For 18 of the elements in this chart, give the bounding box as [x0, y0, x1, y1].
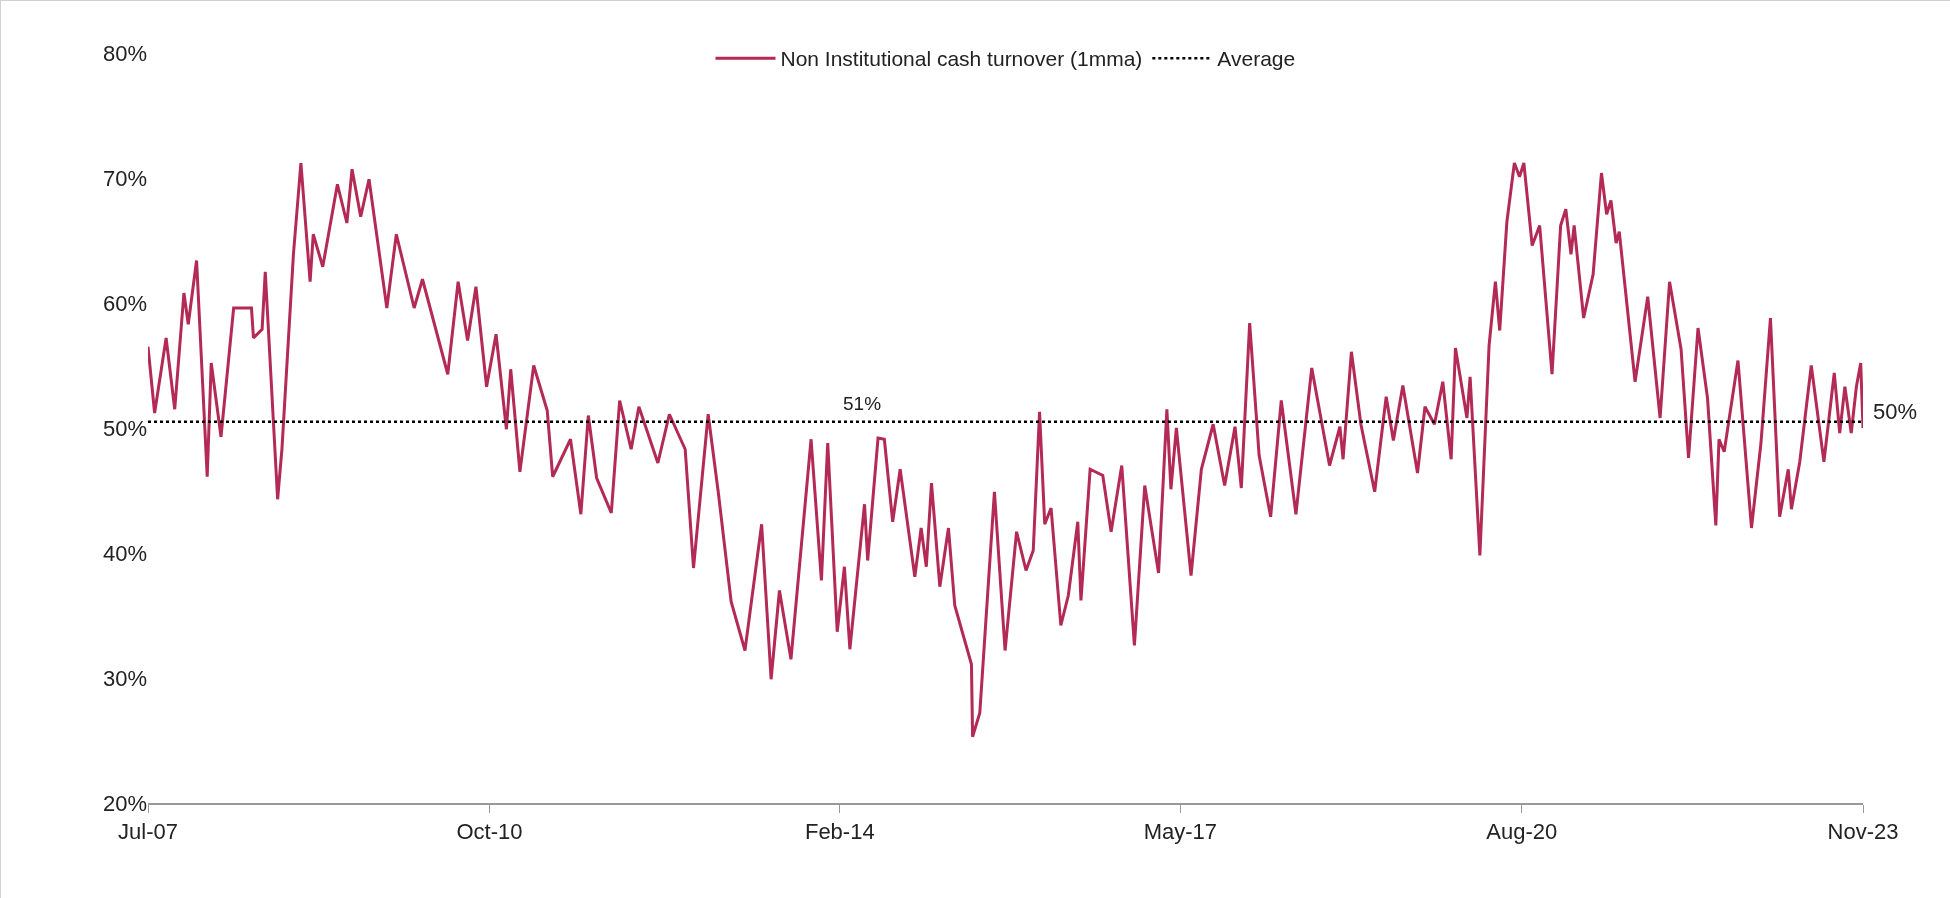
- y-tick-label: 40%: [102, 540, 147, 566]
- x-tick-label: May-17: [1143, 819, 1218, 845]
- y-tick-label: 20%: [102, 790, 147, 816]
- y-tick-label: 70%: [102, 165, 147, 191]
- annotation: 51%: [843, 393, 882, 414]
- legend-label: Average: [1217, 47, 1296, 71]
- x-tick-label: Oct-10: [456, 819, 523, 845]
- x-tick-label: Jul-07: [118, 819, 178, 845]
- annotation: 50%: [1873, 399, 1918, 424]
- legend-label: Non Institutional cash turnover (1mma): [780, 47, 1143, 71]
- y-tick-label: 30%: [102, 665, 147, 691]
- y-tick-label: 50%: [102, 415, 147, 441]
- y-tick-label: 60%: [102, 290, 147, 316]
- y-tick-label: 80%: [102, 40, 147, 66]
- line-series: [148, 161, 1863, 739]
- x-tick-label: Aug-20: [1486, 819, 1558, 845]
- x-tick-label: Nov-23: [1827, 819, 1899, 845]
- x-tick-label: Feb-14: [804, 819, 875, 845]
